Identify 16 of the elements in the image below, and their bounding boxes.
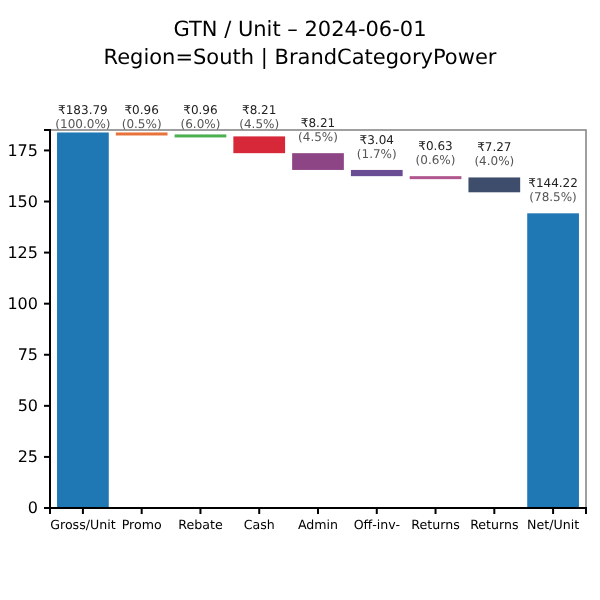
bar [468,177,521,193]
bar [527,213,579,508]
bar [233,136,286,154]
y-tick-label: 150 [7,192,38,211]
bar [292,153,344,170]
bar [57,132,109,508]
y-tick-label: 50 [17,396,38,415]
y-tick-label: 75 [17,345,38,364]
y-tick-label: 175 [7,141,38,160]
chart-title: GTN / Unit – 2024-06-01 [173,18,427,42]
y-tick-label: 25 [17,448,38,467]
y-tick-label: 0 [27,499,38,518]
chart-subtitle: Region=South | BrandCategoryPower [103,46,498,70]
bar [350,169,403,177]
y-tick-label: 100 [7,294,38,313]
y-tick-label: 125 [7,243,38,262]
